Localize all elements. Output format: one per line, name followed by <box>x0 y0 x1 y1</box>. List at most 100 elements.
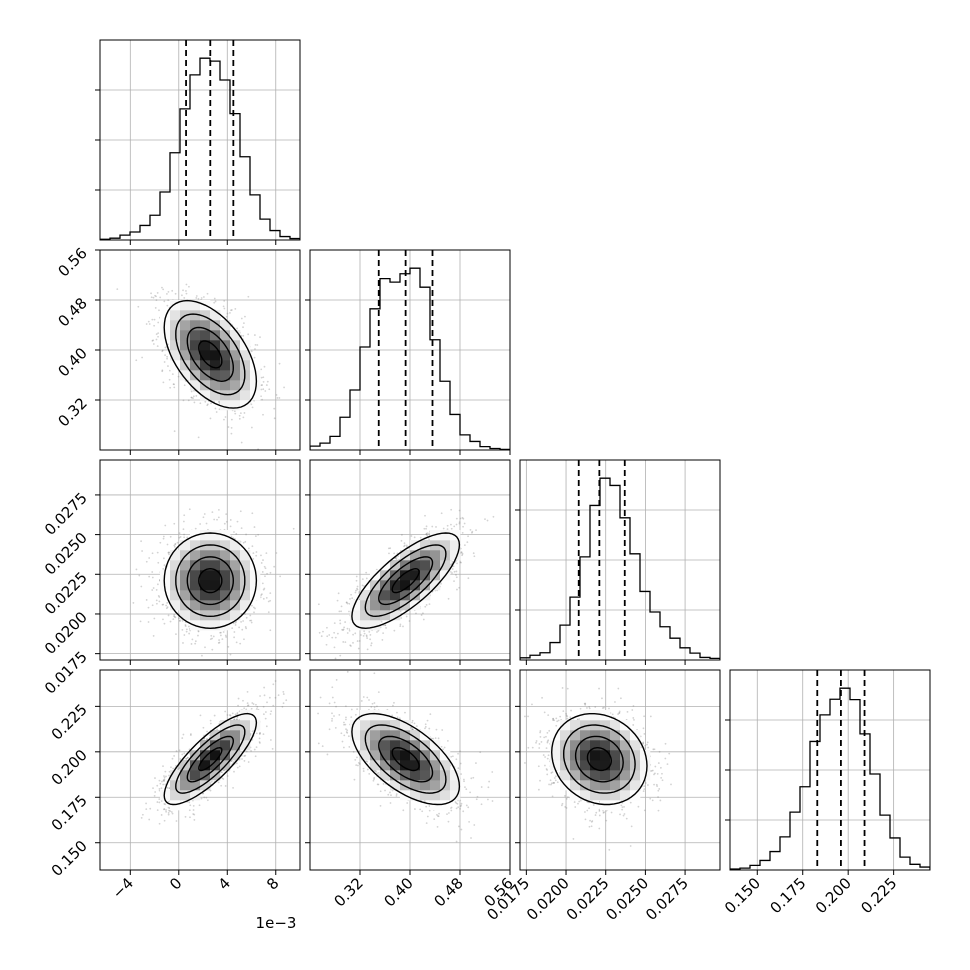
sample-point <box>234 307 237 310</box>
sample-point <box>148 575 151 578</box>
sample-point <box>183 384 186 387</box>
sample-point <box>247 333 250 336</box>
sample-point <box>233 663 235 665</box>
sample-point <box>376 631 378 633</box>
sample-point <box>240 527 243 530</box>
density-cell <box>230 540 241 551</box>
contour <box>163 532 258 630</box>
sample-point <box>174 543 177 546</box>
density-cell <box>190 570 201 581</box>
sample-point <box>393 629 396 632</box>
density-cell <box>220 350 231 361</box>
density-cell <box>210 310 221 321</box>
density-cell <box>250 360 261 371</box>
sample-point <box>260 562 263 564</box>
sample-point <box>172 383 175 385</box>
density-cell <box>240 590 251 601</box>
sample-point <box>265 552 268 555</box>
sample-point <box>202 296 205 298</box>
sample-point <box>395 558 398 561</box>
density-cell <box>240 570 251 581</box>
sample-point <box>263 587 266 590</box>
density-cell <box>180 610 191 621</box>
sample-point <box>213 297 216 300</box>
sample-point <box>240 621 242 623</box>
histogram-p0 <box>100 57 300 240</box>
sample-point <box>278 362 281 365</box>
sample-point <box>334 636 337 639</box>
sample-point <box>157 332 160 335</box>
sample-point <box>262 588 265 591</box>
sample-point <box>145 560 148 563</box>
sample-point <box>239 412 242 415</box>
sample-point <box>261 384 264 386</box>
sample-point <box>452 565 455 568</box>
sample-point <box>261 571 264 573</box>
sample-point <box>344 621 347 623</box>
sample-point <box>173 545 176 548</box>
sample-point <box>381 639 384 641</box>
sample-point <box>283 386 285 389</box>
sample-point <box>173 430 176 433</box>
density-cell <box>190 330 201 341</box>
sample-point <box>467 577 470 580</box>
sample-point <box>206 404 209 407</box>
sample-point <box>242 416 245 419</box>
sample-point <box>218 639 220 641</box>
sample-point <box>370 642 373 645</box>
sample-point <box>185 628 188 631</box>
sample-point <box>238 414 241 417</box>
sample-point <box>336 599 339 602</box>
contour <box>186 326 235 383</box>
sample-point <box>239 510 242 513</box>
density-cell <box>200 580 211 591</box>
density-cell <box>200 350 211 361</box>
density-cell <box>180 550 191 561</box>
sample-point <box>426 532 429 535</box>
sample-point <box>179 536 182 538</box>
sample-point <box>151 589 154 591</box>
sample-point <box>197 634 199 637</box>
sample-point <box>153 318 156 321</box>
sample-point <box>269 629 272 632</box>
sample-point <box>162 535 165 538</box>
sample-point <box>211 637 213 640</box>
sample-point <box>182 289 184 292</box>
sample-point <box>462 525 464 528</box>
sample-point <box>250 619 253 622</box>
sample-point <box>188 632 191 635</box>
sample-point <box>223 418 225 421</box>
sample-point <box>365 634 368 637</box>
density-cell <box>190 340 201 351</box>
density-cell <box>210 320 221 331</box>
panel-frame-p0 <box>99 39 301 241</box>
sample-point <box>366 637 369 639</box>
sample-point <box>235 641 238 644</box>
density-cell <box>170 590 181 601</box>
sample-point <box>145 599 148 601</box>
density-cell <box>190 550 201 561</box>
density-cell <box>190 600 201 611</box>
sample-point <box>249 619 251 622</box>
sample-point <box>350 593 352 596</box>
sample-point <box>253 611 255 614</box>
sample-point <box>240 334 243 337</box>
sample-point <box>187 399 190 402</box>
sample-point <box>260 594 262 597</box>
sample-point <box>219 631 221 634</box>
sample-point <box>459 517 462 520</box>
sample-point <box>166 602 169 604</box>
density-cell <box>230 350 241 361</box>
sample-point <box>451 572 453 574</box>
sample-point <box>215 411 218 413</box>
sample-point <box>184 625 187 628</box>
sample-point <box>166 293 168 295</box>
sample-point <box>242 620 245 622</box>
density-cell <box>230 590 241 601</box>
density-cell <box>180 370 191 381</box>
sample-point <box>278 397 281 399</box>
sample-point <box>162 537 165 540</box>
density-cell <box>200 600 211 611</box>
sample-point <box>450 527 453 530</box>
density-cell <box>210 360 221 371</box>
